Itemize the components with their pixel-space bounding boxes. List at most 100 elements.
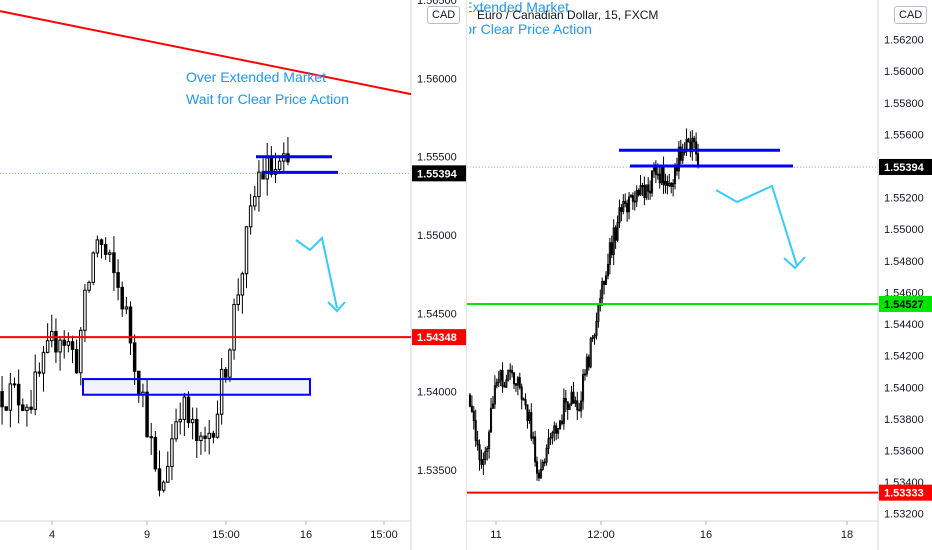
candle-up [562,398,565,424]
y-tick-label: 1.56000 [884,66,924,78]
candle-down [626,202,629,213]
support-zone-box [82,378,311,396]
last-price-label-bg [412,165,466,182]
candle-down [509,369,512,372]
candle-up [668,182,671,186]
left-currency-badge[interactable]: CAD [427,6,461,24]
candle-down [572,391,575,404]
candle-down [555,425,558,434]
candle-down [576,400,579,411]
x-tick-label: 4 [49,529,55,541]
candle-up [166,465,170,483]
candle-up [182,396,187,420]
candle-up [622,201,625,212]
candle-down [4,406,8,411]
candle-down [656,173,659,176]
candle-up [87,281,91,291]
candle-down [693,137,696,143]
candle-up [557,428,560,434]
y-tick-label: 1.53600 [884,445,924,457]
green-price-label-bg [879,295,932,312]
right-note-line-1: Over Extended Market [466,0,570,15]
y-tick-label: 1.55500 [417,152,457,164]
candle-down [29,406,33,410]
candle-down [679,146,682,161]
candle-down [501,370,504,387]
candle-down [157,468,162,491]
candle-up [199,435,203,442]
candle-down [518,377,521,388]
right-currency-badge[interactable]: CAD [894,6,928,24]
candle-up [219,368,224,415]
candle-up [681,151,684,161]
candle-up [591,337,594,340]
candle-down [654,166,657,175]
candle-down [560,420,563,424]
candle-down [37,371,42,374]
last-price-label-bg [879,158,932,175]
y-tick-label: 1.55200 [884,193,924,205]
candle-down [524,399,527,406]
candle-up [66,341,71,346]
candle-down [633,200,636,203]
candle-up [608,242,611,265]
candle-up [612,227,615,256]
y-tick-label: 1.55600 [884,129,924,141]
candle-down [54,330,58,353]
candle-up [539,468,542,479]
y-tick-label: 1.54500 [417,308,457,320]
left-note-line-1: Over Extended Market [186,69,327,85]
candle-up [559,420,562,430]
candle-down [12,383,17,386]
right-chart-pane[interactable]: 1.53200 1.53400 1.53600 1.53800 1.54000 1.542… [466,0,932,550]
candle-up [574,400,577,404]
y-tick-label: 1.54200 [884,351,924,363]
y-tick-label: 1.56000 [417,73,457,85]
candle-down [478,444,481,461]
projection-arrowhead [327,301,346,313]
candle-up [516,377,519,386]
left-chart-pane[interactable]: 1.53500 1.54000 1.54500 1.55000 1.55500 1.560… [0,0,466,550]
candle-up [677,146,680,172]
candle-up [25,406,29,411]
candle-down [658,173,661,184]
candle-up [595,320,598,337]
y-tick-label: 1.56500 [417,0,457,7]
candle-down [534,436,537,463]
projection-path [715,184,798,267]
candle-up [190,418,195,424]
candle-up [628,196,631,213]
last-price-label: 1.55394 [417,168,458,180]
candle-up [547,438,550,449]
candle-up [551,432,554,438]
candle-up [549,436,552,440]
candle-down [514,383,517,386]
candle-up [8,383,13,411]
candle-down [70,341,75,350]
projection-path [295,235,338,309]
left-candlestick-chart[interactable]: 1.53500 1.54000 1.54500 1.55000 1.55500 1.560… [0,0,466,550]
right-candlestick-chart[interactable]: 1.532001.534001.536001.538001.540001.542… [467,0,932,550]
candle-up [580,400,583,412]
candle-up [33,371,37,410]
y-tick-label: 1.53800 [884,414,924,426]
candle-down [62,339,66,346]
x-tick-label: 15:00 [212,529,240,541]
candle-up [597,304,600,322]
y-tick-label: 1.55800 [884,98,924,110]
candle-up [543,461,546,464]
candle-up [161,481,166,491]
candle-down [620,207,623,212]
candle-up [641,185,644,188]
candle-up [601,281,604,299]
red-price-label-bg [879,484,932,501]
candle-up [639,185,642,196]
candle-down [120,286,124,310]
y-tick-label: 1.53500 [417,465,457,477]
candle-down [697,153,700,167]
candle-down [666,180,669,186]
candle-down [695,141,698,155]
candle-down [631,195,634,202]
candle-down [511,370,514,374]
candle-down [530,412,533,439]
